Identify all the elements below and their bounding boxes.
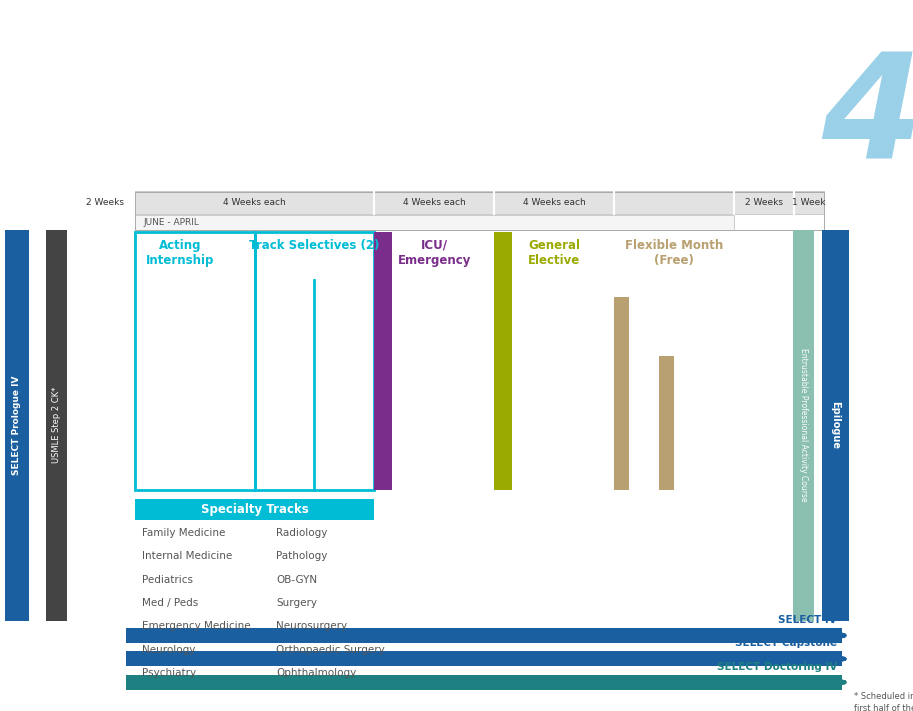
Text: Ophthalmology: Ophthalmology: [277, 668, 356, 678]
Text: Epilogue: Epilogue: [831, 401, 840, 449]
Bar: [135, 215, 734, 230]
Text: ICU/
Emergency: ICU/ Emergency: [397, 239, 471, 267]
Text: Med / Peds: Med / Peds: [142, 598, 198, 608]
Bar: [659, 356, 674, 491]
Text: Flexible Month
(Free): Flexible Month (Free): [624, 239, 723, 267]
Text: Radiology: Radiology: [277, 528, 328, 538]
Text: 4 Weeks each: 4 Weeks each: [522, 198, 585, 207]
Bar: [135, 232, 255, 491]
Text: OB-GYN: OB-GYN: [277, 574, 318, 584]
Text: JUNE - APRIL: JUNE - APRIL: [144, 218, 200, 227]
Bar: [46, 230, 67, 621]
Text: 4: 4: [821, 47, 913, 188]
Text: SELECT Prologue IV: SELECT Prologue IV: [13, 375, 21, 475]
Text: SELECT Doctoring IV: SELECT Doctoring IV: [717, 662, 837, 672]
Text: USMLE Step 2 CK*: USMLE Step 2 CK*: [52, 387, 60, 464]
Text: Scholarly Excellence.
Leadership Experiences.
Collaborative Training.: Scholarly Excellence. Leadership Experie…: [135, 124, 224, 147]
Text: 2 Weeks: 2 Weeks: [86, 198, 124, 207]
Bar: [135, 193, 824, 230]
Text: 4 Weeks each: 4 Weeks each: [223, 198, 286, 207]
Text: Emergency Medicine: Emergency Medicine: [142, 621, 251, 631]
Bar: [126, 675, 842, 690]
Text: SELECT: SELECT: [27, 125, 125, 149]
Text: 1 Week: 1 Week: [792, 198, 825, 207]
Text: Clinical Phase - Specialty track sub-phase: Year 4: Clinical Phase - Specialty track sub-pha…: [27, 72, 590, 91]
Text: SELECT IV: SELECT IV: [779, 615, 837, 625]
Text: Neurology: Neurology: [142, 645, 195, 655]
Text: USF Morsani College of Medicine and
Lehigh Valley Health Network: USF Morsani College of Medicine and Lehi…: [157, 153, 280, 167]
Bar: [5, 230, 29, 621]
Text: Family Medicine: Family Medicine: [142, 528, 226, 538]
Bar: [374, 232, 393, 491]
Text: Pathology: Pathology: [277, 551, 328, 561]
Text: Surgery: Surgery: [277, 598, 318, 608]
Text: Track Selectives (2): Track Selectives (2): [249, 239, 380, 252]
Bar: [126, 628, 842, 643]
Text: Pediatrics: Pediatrics: [142, 574, 193, 584]
Text: Acting
Internship: Acting Internship: [146, 239, 215, 267]
Bar: [822, 230, 849, 621]
Text: Neurosurgery: Neurosurgery: [277, 621, 348, 631]
Text: Orthopaedic Surgery: Orthopaedic Surgery: [277, 645, 385, 655]
Bar: [126, 651, 842, 666]
Bar: [255, 232, 374, 491]
Text: MD Program: SELECT: MD Program: SELECT: [27, 13, 457, 46]
Text: * Scheduled in the
first half of the year: * Scheduled in the first half of the yea…: [854, 692, 913, 711]
Text: 4 Weeks each: 4 Weeks each: [403, 198, 466, 207]
Text: Entrustable Professional Activity Course: Entrustable Professional Activity Course: [799, 348, 808, 502]
Text: Specialty Tracks: Specialty Tracks: [201, 503, 309, 516]
Text: 2 Weeks: 2 Weeks: [745, 198, 782, 207]
Bar: [135, 191, 824, 214]
Bar: [614, 296, 629, 491]
Text: SELECT Capstone: SELECT Capstone: [735, 638, 837, 648]
Text: General
Elective: General Elective: [528, 239, 580, 267]
Text: Experiences for a lifetime.
A network for life.™: Experiences for a lifetime. A network fo…: [27, 153, 115, 167]
Bar: [793, 230, 814, 621]
Bar: [135, 499, 374, 520]
Text: Psychiatry: Psychiatry: [142, 668, 196, 678]
Text: Internal Medicine: Internal Medicine: [142, 551, 232, 561]
Bar: [494, 232, 512, 491]
